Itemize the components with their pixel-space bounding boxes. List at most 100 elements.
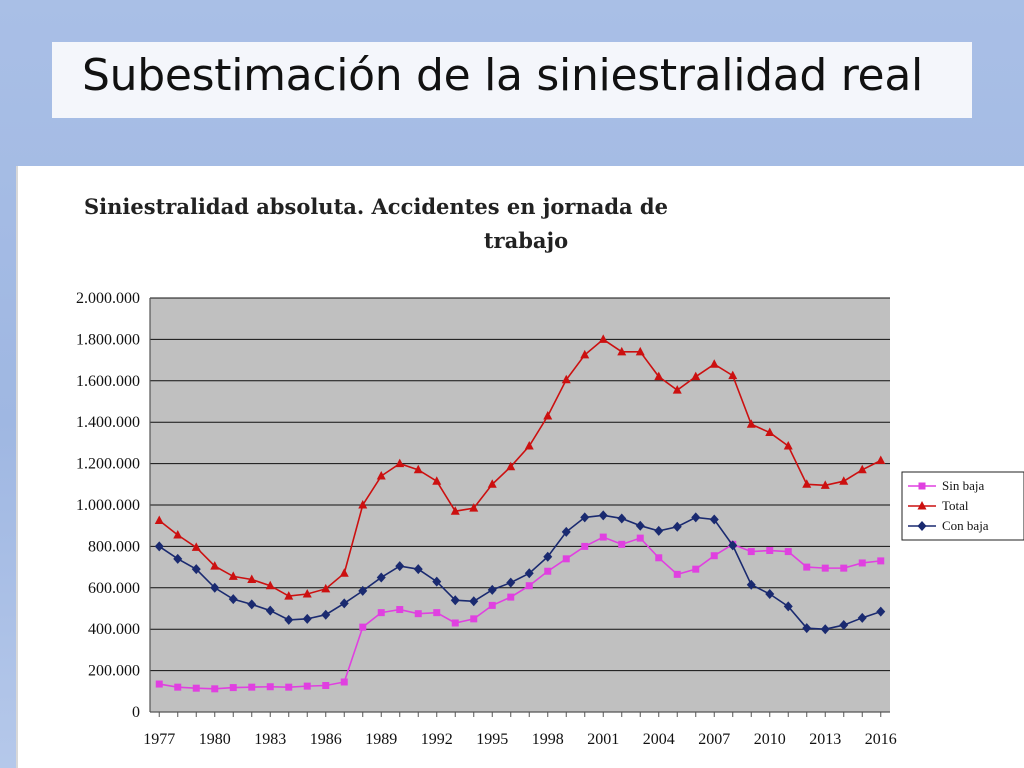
chart-title-line-1: Siniestralidad absoluta. Accidentes en j… — [84, 194, 668, 219]
y-tick-label: 600.000 — [88, 580, 140, 597]
x-tick-label: 1977 — [143, 731, 175, 748]
data-point-total — [709, 359, 719, 368]
y-tick-label: 1.200.000 — [76, 456, 140, 473]
data-point-total — [450, 506, 460, 515]
data-point-sin-baja — [692, 565, 700, 573]
data-point-sin-baja — [266, 683, 274, 691]
data-point-total — [210, 561, 220, 570]
data-point-con-baja — [691, 512, 701, 523]
data-point-con-baja — [228, 594, 238, 605]
data-point-total — [173, 530, 183, 539]
data-point-sin-baja — [174, 683, 182, 691]
y-tick-label: 1.400.000 — [76, 414, 140, 431]
data-point-con-baja — [247, 599, 257, 610]
data-point-con-baja — [339, 598, 349, 609]
legend-label-total: Total — [942, 498, 969, 513]
data-point-total — [413, 464, 423, 474]
data-point-total — [561, 374, 571, 384]
line-chart: Siniestralidad absoluta. Accidentes en j… — [76, 194, 1024, 748]
data-point-sin-baja — [766, 547, 774, 555]
data-point-total — [857, 464, 867, 474]
data-point-sin-baja — [562, 555, 570, 563]
data-point-sin-baja — [840, 564, 848, 572]
x-tick-label: 1986 — [310, 731, 342, 748]
series-sin-baja — [155, 533, 885, 693]
data-point-sin-baja — [655, 554, 663, 562]
y-axis-tick-labels: 0 200.000 400.000 600.000 800.000 1.000.000 1.… — [76, 290, 140, 721]
data-point-con-baja — [432, 576, 442, 587]
data-point-total — [432, 476, 442, 485]
legend-label-con-baja: Con baja — [942, 518, 989, 533]
data-point-con-baja — [635, 520, 645, 531]
data-point-total — [247, 574, 257, 584]
data-point-total — [783, 441, 793, 450]
data-point-con-baja — [857, 612, 867, 623]
data-point-con-baja — [487, 584, 497, 595]
data-point-sin-baja — [803, 563, 811, 571]
data-point-con-baja — [728, 540, 738, 551]
data-point-sin-baja — [747, 548, 755, 556]
x-tick-label: 1998 — [532, 731, 564, 748]
legend-marker-con-baja — [917, 521, 927, 531]
data-point-sin-baja — [877, 557, 885, 565]
y-tick-label: 1.000.000 — [76, 497, 140, 514]
data-point-total — [358, 500, 368, 509]
data-point-total — [543, 410, 553, 420]
data-point-sin-baja — [525, 582, 533, 590]
data-point-total — [839, 476, 849, 485]
y-tick-label: 2.000.000 — [76, 290, 140, 307]
series-line-con-baja — [158, 514, 882, 631]
data-point-con-baja — [802, 623, 812, 634]
x-tick-label: 2004 — [643, 731, 675, 748]
data-point-sin-baja — [303, 682, 311, 690]
data-point-con-baja — [265, 605, 275, 616]
data-point-con-baja — [524, 568, 534, 579]
x-tick-label: 2013 — [809, 731, 841, 748]
data-point-con-baja — [839, 620, 849, 631]
x-tick-label: 2001 — [587, 731, 619, 748]
data-point-sin-baja — [192, 684, 200, 692]
data-point-con-baja — [210, 582, 220, 593]
data-point-total — [321, 583, 331, 593]
data-point-total — [506, 461, 516, 471]
data-point-sin-baja — [451, 619, 459, 627]
y-tick-label: 0 — [132, 704, 140, 721]
data-point-total — [524, 441, 534, 450]
data-point-con-baja — [709, 514, 719, 525]
data-point-sin-baja — [470, 615, 478, 623]
data-point-sin-baja — [229, 684, 237, 692]
data-point-sin-baja — [322, 682, 330, 690]
x-tick-label: 2016 — [865, 731, 897, 748]
series-total — [154, 334, 886, 600]
data-point-total — [876, 455, 886, 464]
series-con-baja — [154, 510, 886, 635]
axes — [149, 298, 890, 717]
data-point-total — [617, 346, 627, 356]
data-point-sin-baja — [155, 680, 163, 688]
data-point-total — [598, 334, 608, 343]
data-point-sin-baja — [858, 559, 866, 567]
slide-title: Subestimación de la siniestralidad real — [82, 50, 923, 101]
data-point-sin-baja — [599, 533, 607, 541]
data-point-con-baja — [191, 564, 201, 575]
data-point-total — [191, 542, 201, 551]
x-tick-label: 1989 — [365, 731, 397, 748]
data-point-sin-baja — [507, 593, 515, 601]
data-point-sin-baja — [710, 552, 718, 560]
data-point-con-baja — [154, 541, 164, 552]
data-point-total — [469, 503, 479, 512]
data-point-con-baja — [469, 596, 479, 607]
data-point-total — [746, 419, 756, 428]
data-point-total — [820, 480, 830, 489]
data-point-con-baja — [506, 577, 516, 588]
data-point-total — [228, 571, 238, 580]
x-tick-label: 1983 — [254, 731, 286, 748]
data-point-con-baja — [580, 512, 590, 523]
data-point-total — [265, 580, 275, 590]
y-tick-label: 1.600.000 — [76, 373, 140, 390]
data-point-sin-baja — [340, 678, 348, 686]
data-point-con-baja — [543, 551, 553, 562]
data-point-con-baja — [876, 606, 886, 617]
legend: Sin baja Total Con baja — [901, 471, 1024, 541]
data-point-total — [802, 479, 812, 488]
